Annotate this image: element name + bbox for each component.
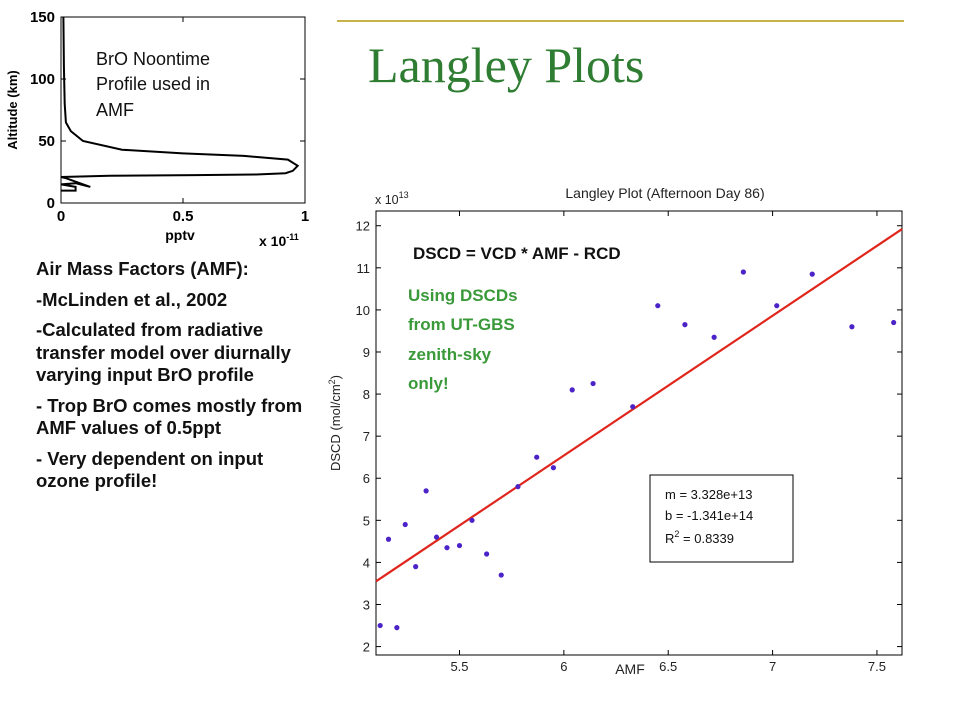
langley-y-tick-label: 6: [363, 471, 370, 486]
langley-data-point: [534, 454, 540, 460]
langley-data-point: [774, 303, 780, 309]
langley-chart-title: Langley Plot (Afternoon Day 86): [565, 185, 764, 201]
langley-data-point: [469, 517, 475, 523]
langley-data-point: [394, 625, 400, 631]
slide-title: Langley Plots: [368, 37, 645, 93]
langley-y-tick-label: 10: [356, 303, 370, 318]
langley-data-point: [433, 534, 440, 540]
amf-item: - Very dependent on input ozone profile!: [36, 447, 264, 492]
profile-x-axis-label: pptv: [165, 227, 195, 243]
langley-data-point: [891, 319, 897, 326]
langley-x-tick-label: 6.5: [659, 659, 677, 674]
profile-x-multiplier: x 10-11: [259, 232, 299, 249]
amf-item: - Trop BrO comes mostly from AMF values …: [36, 394, 303, 439]
langley-chart: Langley Plot (Afternoon Day 86) x 1013 5…: [327, 185, 903, 677]
langley-x-tick-label: 7.5: [868, 659, 886, 674]
langley-y-tick-label: 2: [363, 640, 370, 655]
langley-note-line: Using DSCDs: [408, 286, 518, 305]
profile-x-tick-label: 1: [301, 208, 309, 225]
profile-y-tick-label: 100: [30, 71, 55, 88]
title-rule: [337, 20, 904, 22]
langley-y-tick-label: 7: [363, 429, 370, 444]
langley-note-line: from UT-GBS: [408, 315, 515, 334]
langley-data-point: [809, 271, 815, 277]
langley-y-tick-label: 5: [363, 513, 370, 528]
langley-stats-box: m = 3.328e+13 b = -1.341e+14 R2 = 0.8339: [649, 474, 794, 563]
profile-annotation-line: BrO Noontime: [96, 49, 210, 69]
profile-plot-frame: [60, 16, 306, 204]
langley-note-line: only!: [408, 374, 449, 393]
profile-series-line: [60, 16, 300, 192]
langley-y-tick-label: 3: [363, 597, 370, 612]
langley-ticks: 5.5 6 6.5 7 7.5 2 3 4 5 6 7 8 9 10 11 12: [356, 211, 902, 674]
langley-data-point: [849, 324, 855, 330]
langley-data-point: [423, 488, 429, 494]
profile-x-tick-label: 0: [57, 208, 65, 225]
langley-stats-r2: R2 = 0.8339: [665, 529, 734, 546]
langley-y-multiplier: x 1013: [375, 190, 409, 207]
left-text-block: Air Mass Factors (AMF): -McLinden et al.…: [36, 258, 306, 501]
amf-heading: Air Mass Factors (AMF):: [36, 258, 249, 279]
langley-y-tick-label: 11: [357, 261, 371, 276]
langley-x-tick-label: 5.5: [450, 659, 468, 674]
langley-data-point: [484, 551, 490, 557]
langley-data-point: [385, 536, 392, 542]
profile-annotation-line: AMF: [96, 100, 134, 120]
langley-data-point: [711, 334, 717, 340]
langley-x-tick-label: 6: [560, 659, 567, 674]
langley-data-point: [655, 303, 661, 309]
profile-chart: 0 0.5 1 0 50 100 150 BrO Noontime Profile used…: [5, 9, 309, 249]
langley-stats-intercept: b = -1.341e+14: [665, 508, 753, 523]
langley-data-point: [682, 322, 688, 328]
langley-plot-frame: [375, 210, 903, 656]
langley-data-point: [515, 484, 521, 490]
langley-stats-frame: [649, 474, 794, 563]
langley-y-tick-label: 8: [363, 387, 370, 402]
langley-data-point: [740, 269, 746, 275]
langley-equation-annotation: DSCD = VCD * AMF - RCD: [413, 244, 621, 263]
langley-data-point: [444, 545, 450, 551]
langley-y-tick-label: 12: [356, 219, 370, 234]
langley-x-tick-label: 7: [769, 659, 776, 674]
langley-data-point: [550, 465, 557, 471]
langley-x-axis-label: AMF: [615, 661, 645, 677]
langley-data-point: [402, 521, 408, 528]
langley-data-point: [456, 542, 463, 549]
langley-data-point: [569, 387, 575, 393]
langley-y-tick-label: 4: [363, 555, 370, 570]
langley-data-point: [377, 622, 383, 629]
langley-data-point: [413, 564, 419, 570]
langley-fit-line: [375, 228, 903, 583]
langley-points: [377, 269, 897, 631]
amf-item: -McLinden et al., 2002: [36, 288, 228, 310]
amf-item: -Calculated from radiative transfer mode…: [36, 319, 291, 385]
profile-y-tick-label: 50: [38, 133, 55, 150]
langley-y-axis-label: DSCD (mol/cm2): [327, 375, 343, 471]
langley-data-point: [498, 572, 504, 578]
profile-y-tick-label: 150: [30, 9, 55, 26]
langley-note-line: zenith-sky: [408, 345, 492, 364]
profile-annotation-line: Profile used in: [96, 74, 210, 94]
profile-x-tick-label: 0.5: [173, 208, 194, 225]
langley-y-tick-label: 9: [363, 345, 370, 360]
profile-y-tick-label: 0: [47, 195, 55, 212]
langley-note: Using DSCDs from UT-GBS zenith-sky only!: [408, 286, 518, 393]
profile-y-axis-label: Altitude (km): [5, 70, 20, 149]
langley-stats-slope: m = 3.328e+13: [665, 487, 752, 502]
langley-data-point: [590, 380, 596, 387]
langley-data-point: [630, 404, 636, 410]
